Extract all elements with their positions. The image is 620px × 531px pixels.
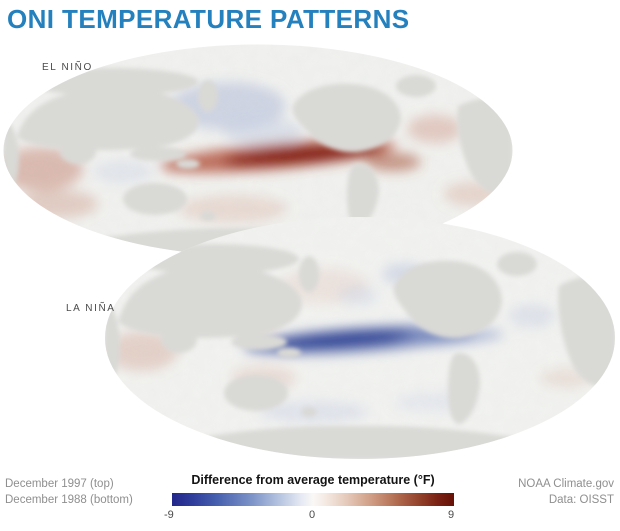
land-masses: [105, 244, 615, 459]
temperature-colorbar: [172, 493, 454, 506]
la-nina-label: LA NIÑA: [66, 303, 116, 314]
colorbar-tick-mid: 0: [309, 509, 316, 521]
colorbar-tick-min: -9: [164, 509, 174, 521]
page-title: ONI TEMPERATURE PATTERNS: [7, 4, 410, 34]
la-nina-globe: [105, 217, 615, 459]
caption-bottom: December 1988 (bottom): [5, 494, 133, 506]
legend-title: Difference from average temperature (°F): [191, 473, 435, 487]
caption-top: December 1997 (top): [5, 478, 114, 490]
el-nino-label: EL NIÑO: [42, 62, 93, 73]
credits: NOAA Climate.gov Data: OISST: [518, 476, 614, 508]
colorbar-tick-max: 9: [448, 509, 455, 521]
la-nina-map: [104, 216, 616, 460]
date-captions: December 1997 (top) December 1988 (botto…: [5, 476, 133, 508]
credit-data-source: Data: OISST: [548, 494, 614, 506]
credit-noaa: NOAA Climate.gov: [518, 478, 614, 490]
